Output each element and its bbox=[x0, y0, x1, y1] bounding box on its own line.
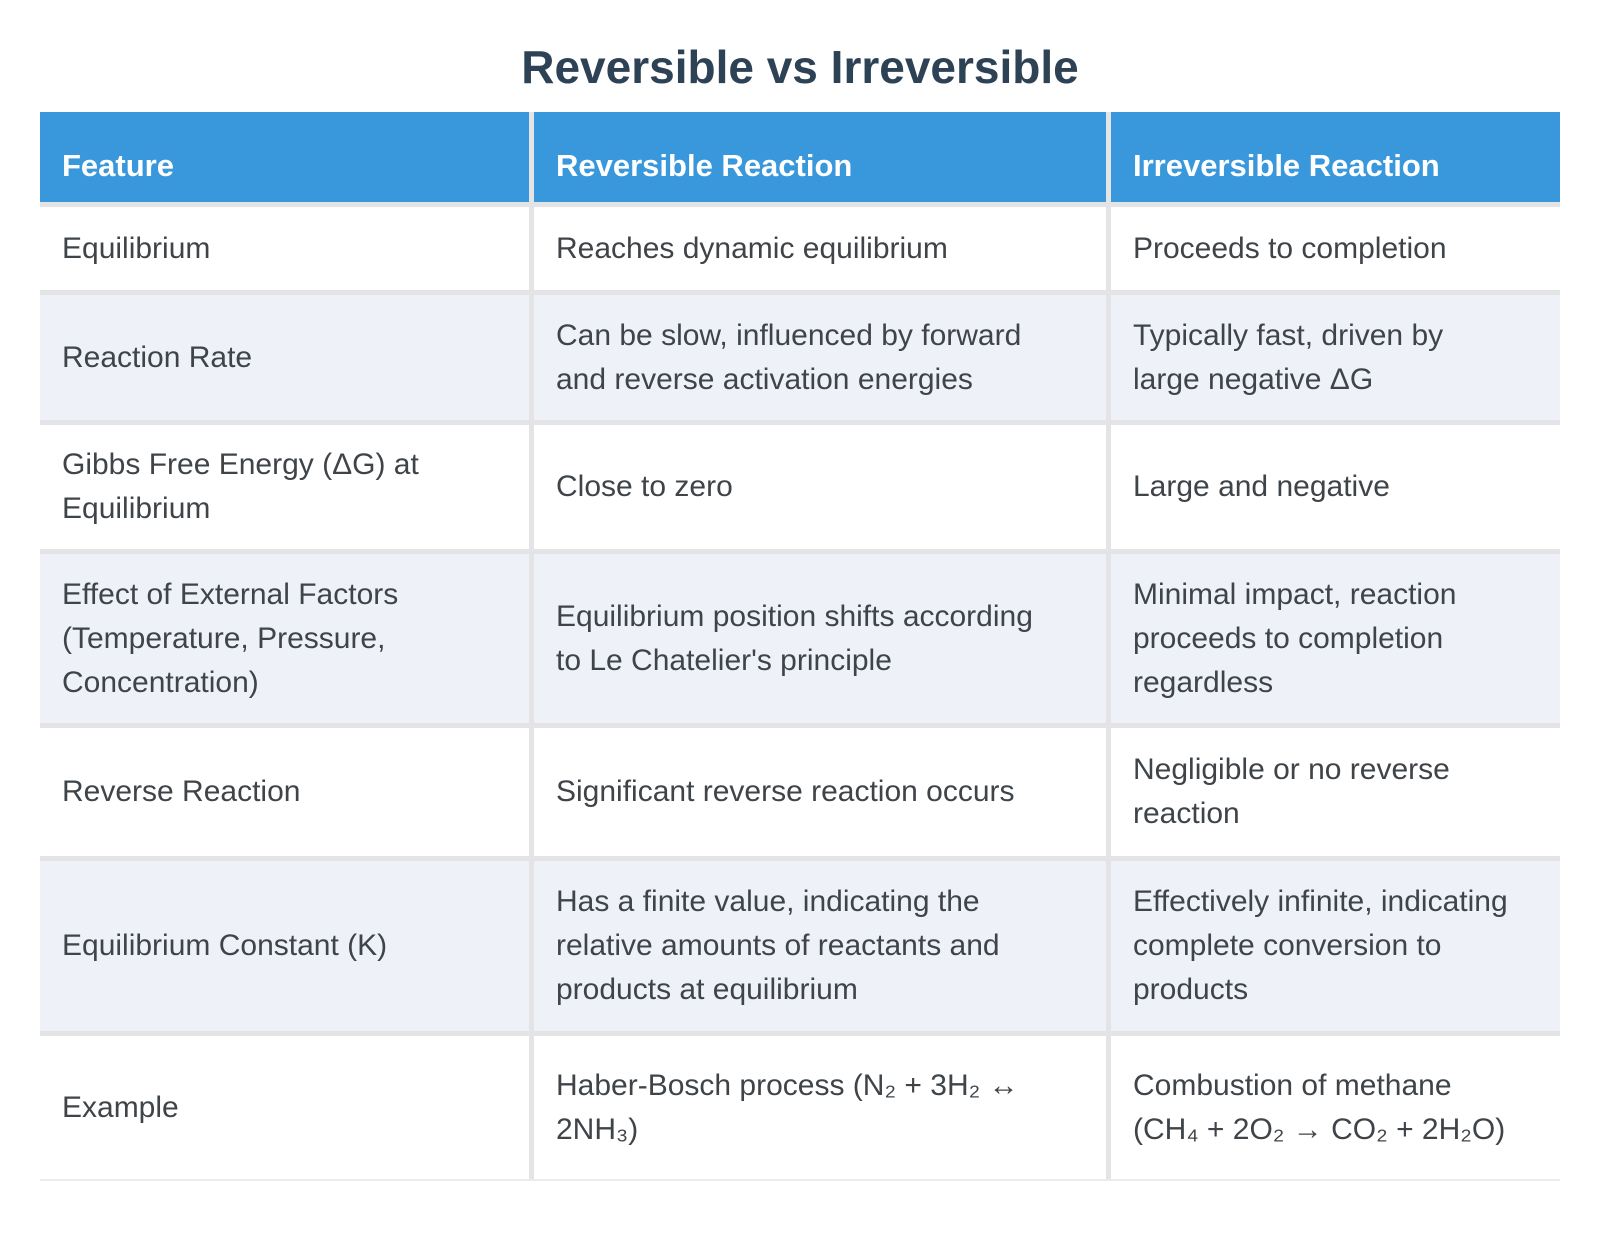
cell-feature: Reverse Reaction bbox=[40, 728, 529, 856]
cell-irreversible: Large and negative bbox=[1111, 425, 1560, 549]
cell-irreversible: Proceeds to completion bbox=[1111, 207, 1560, 290]
cell-feature: Reaction Rate bbox=[40, 295, 529, 420]
cell-reversible: Significant reverse reaction occurs bbox=[534, 728, 1106, 856]
cell-feature: Equilibrium bbox=[40, 207, 529, 290]
cell-feature: Effect of External Factors (Temperature,… bbox=[40, 554, 529, 723]
cell-feature: Gibbs Free Energy (ΔG) at Equilibrium bbox=[40, 425, 529, 549]
cell-irreversible: Effectively infinite, indicating complet… bbox=[1111, 861, 1560, 1031]
cell-feature: Example bbox=[40, 1036, 529, 1179]
cell-reversible: Haber-Bosch process (N₂ + 3H₂ ↔ 2NH₃) bbox=[534, 1036, 1106, 1179]
cell-irreversible: Combustion of methane (CH₄ + 2O₂ → CO₂ +… bbox=[1111, 1036, 1560, 1179]
cell-reversible: Close to zero bbox=[534, 425, 1106, 549]
page-title: Reversible vs Irreversible bbox=[521, 41, 1079, 93]
cell-reversible: Can be slow, influenced by forward and r… bbox=[534, 295, 1106, 420]
cell-reversible: Has a finite value, indicating the relat… bbox=[534, 861, 1106, 1031]
cell-reversible: Equilibrium position shifts according to… bbox=[534, 554, 1106, 723]
column-header-feature: Feature bbox=[40, 112, 529, 202]
column-header-irreversible: Irreversible Reaction bbox=[1111, 112, 1560, 202]
comparison-table: Feature Reversible Reaction Irreversible… bbox=[40, 112, 1560, 1181]
column-header-reversible: Reversible Reaction bbox=[534, 112, 1106, 202]
cell-irreversible: Minimal impact, reaction proceeds to com… bbox=[1111, 554, 1560, 723]
cell-feature: Equilibrium Constant (K) bbox=[40, 861, 529, 1031]
cell-reversible: Reaches dynamic equilibrium bbox=[534, 207, 1106, 290]
cell-irreversible: Negligible or no reverse reaction bbox=[1111, 728, 1560, 856]
cell-irreversible: Typically fast, driven by large negative… bbox=[1111, 295, 1560, 420]
